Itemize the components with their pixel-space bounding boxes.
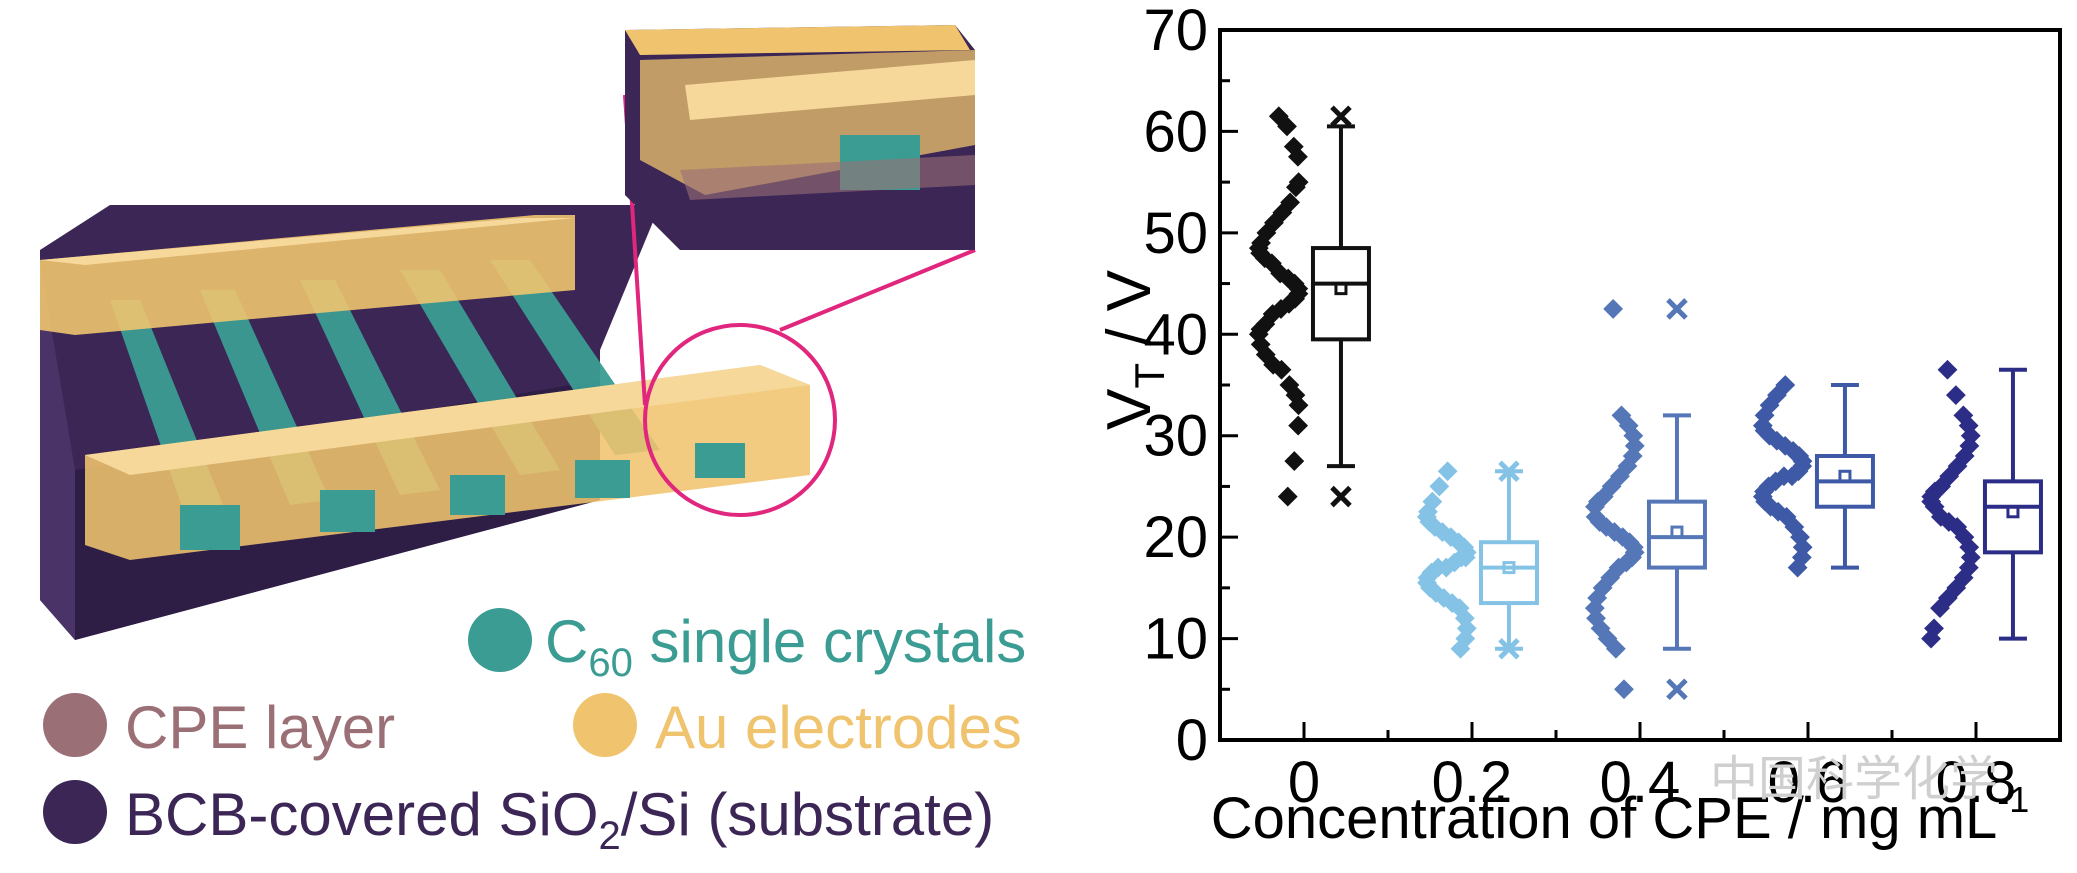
watermark-text: 中国科学化学 (1710, 751, 1998, 807)
c60-label-sub: 60 (588, 641, 633, 685)
box-mean (2006, 505, 2020, 519)
y-tick-label: 20 (1143, 505, 1208, 570)
au-label: Au electrodes (655, 694, 1022, 761)
bcb-label-sub: 2 (599, 814, 621, 858)
x-tick-label: 0.2 (1432, 750, 1513, 815)
outlier-marker (1330, 485, 1352, 508)
plot-area (1218, 28, 2062, 742)
box-iqr (1646, 499, 1707, 570)
box-mean (1502, 561, 1516, 575)
bcb-label-rest: /Si (substrate) (621, 781, 994, 848)
outlier-marker (1666, 298, 1688, 320)
bcb-label: BCB-covered SiO (125, 781, 599, 848)
legend-bcb: BCB-covered SiO2/Si (substrate) (43, 780, 994, 858)
box-mean (1838, 469, 1852, 483)
front-electrode (85, 365, 810, 560)
zoom-inset (625, 25, 975, 250)
series-group-0.6 (1752, 375, 1875, 578)
cpe-swatch (43, 693, 107, 757)
back-electrode (40, 215, 575, 335)
au-swatch (573, 693, 637, 757)
x-axis-label-sup: -1 (1997, 779, 2029, 820)
outlier-marker (1498, 637, 1520, 660)
outlier-marker (1330, 105, 1352, 127)
x-tick-label: 0.6 (1768, 750, 1849, 815)
data-point (1937, 359, 1958, 380)
series-group-0.4 (1584, 298, 1707, 701)
legend-cpe: CPE layer (43, 693, 395, 761)
box-mean (1670, 525, 1684, 539)
bcb-swatch (43, 780, 107, 844)
y-tick-label: 40 (1143, 302, 1208, 367)
legend-au: Au electrodes (573, 693, 1022, 761)
x-tick-label: 0 (1288, 750, 1320, 815)
y-tick-label: 50 (1143, 201, 1208, 266)
y-axis-label-main: V (1095, 388, 1164, 430)
data-point (1271, 359, 1292, 380)
data-point (1945, 385, 1966, 406)
data-point (1277, 486, 1298, 507)
y-tick-label: 30 (1143, 404, 1208, 469)
x-axis-label: Concentration of CPE / mg mL-1 (1211, 779, 2030, 851)
c60-swatch (468, 608, 532, 672)
y-axis-label-rest: / V (1095, 269, 1164, 363)
box-mean (1334, 282, 1348, 296)
data-point (1284, 451, 1305, 471)
vt-box-chart: 0 10 20 30 40 50 60 70 0 0.2 0.4 0.6 0.8 VT / V Con… (1095, 0, 2062, 851)
y-axis-label-sub: T (1126, 363, 1173, 389)
data-point (1605, 638, 1626, 659)
y-tick-label: 70 (1143, 0, 1208, 63)
y-tick-label: 0 (1176, 708, 1208, 773)
y-axis-label: VT / V (1095, 269, 1173, 430)
x-tick-label: 0.8 (1936, 750, 2017, 815)
outlier-marker (1666, 678, 1688, 701)
data-point (1603, 299, 1624, 319)
data-point (1930, 598, 1950, 619)
data-point (1614, 679, 1634, 700)
x-tick-label: 0.4 (1600, 750, 1681, 815)
c60-label: C (545, 608, 588, 675)
c60-label-rest: single crystals (633, 608, 1026, 675)
series-group-0 (1248, 105, 1371, 508)
y-axis-ticks: 0 10 20 30 40 50 60 70 (1143, 0, 1238, 773)
cpe-label: CPE layer (125, 694, 395, 761)
series-group-0.8 (1921, 359, 2043, 649)
y-tick-label: 10 (1143, 607, 1208, 672)
x-axis-label-main: Concentration of CPE / mg mL (1211, 786, 1998, 851)
legend-c60: C60 single crystals (468, 608, 1026, 685)
x-axis-ticks: 0 0.2 0.4 0.6 0.8 (1288, 722, 2016, 815)
data-point (1787, 557, 1808, 578)
outlier-marker (1498, 460, 1520, 482)
device-illustration: C60 single crystals CPE layer Au electro… (40, 25, 1026, 858)
data-point (1288, 415, 1309, 436)
y-tick-label: 60 (1143, 99, 1208, 164)
data-point (1921, 628, 1941, 649)
svg-text:BCB-covered SiO2/Si (substrate: BCB-covered SiO2/Si (substrate) (125, 781, 994, 858)
series-group-0.2 (1416, 460, 1539, 660)
svg-text:C60 single crystals: C60 single crystals (545, 608, 1026, 685)
